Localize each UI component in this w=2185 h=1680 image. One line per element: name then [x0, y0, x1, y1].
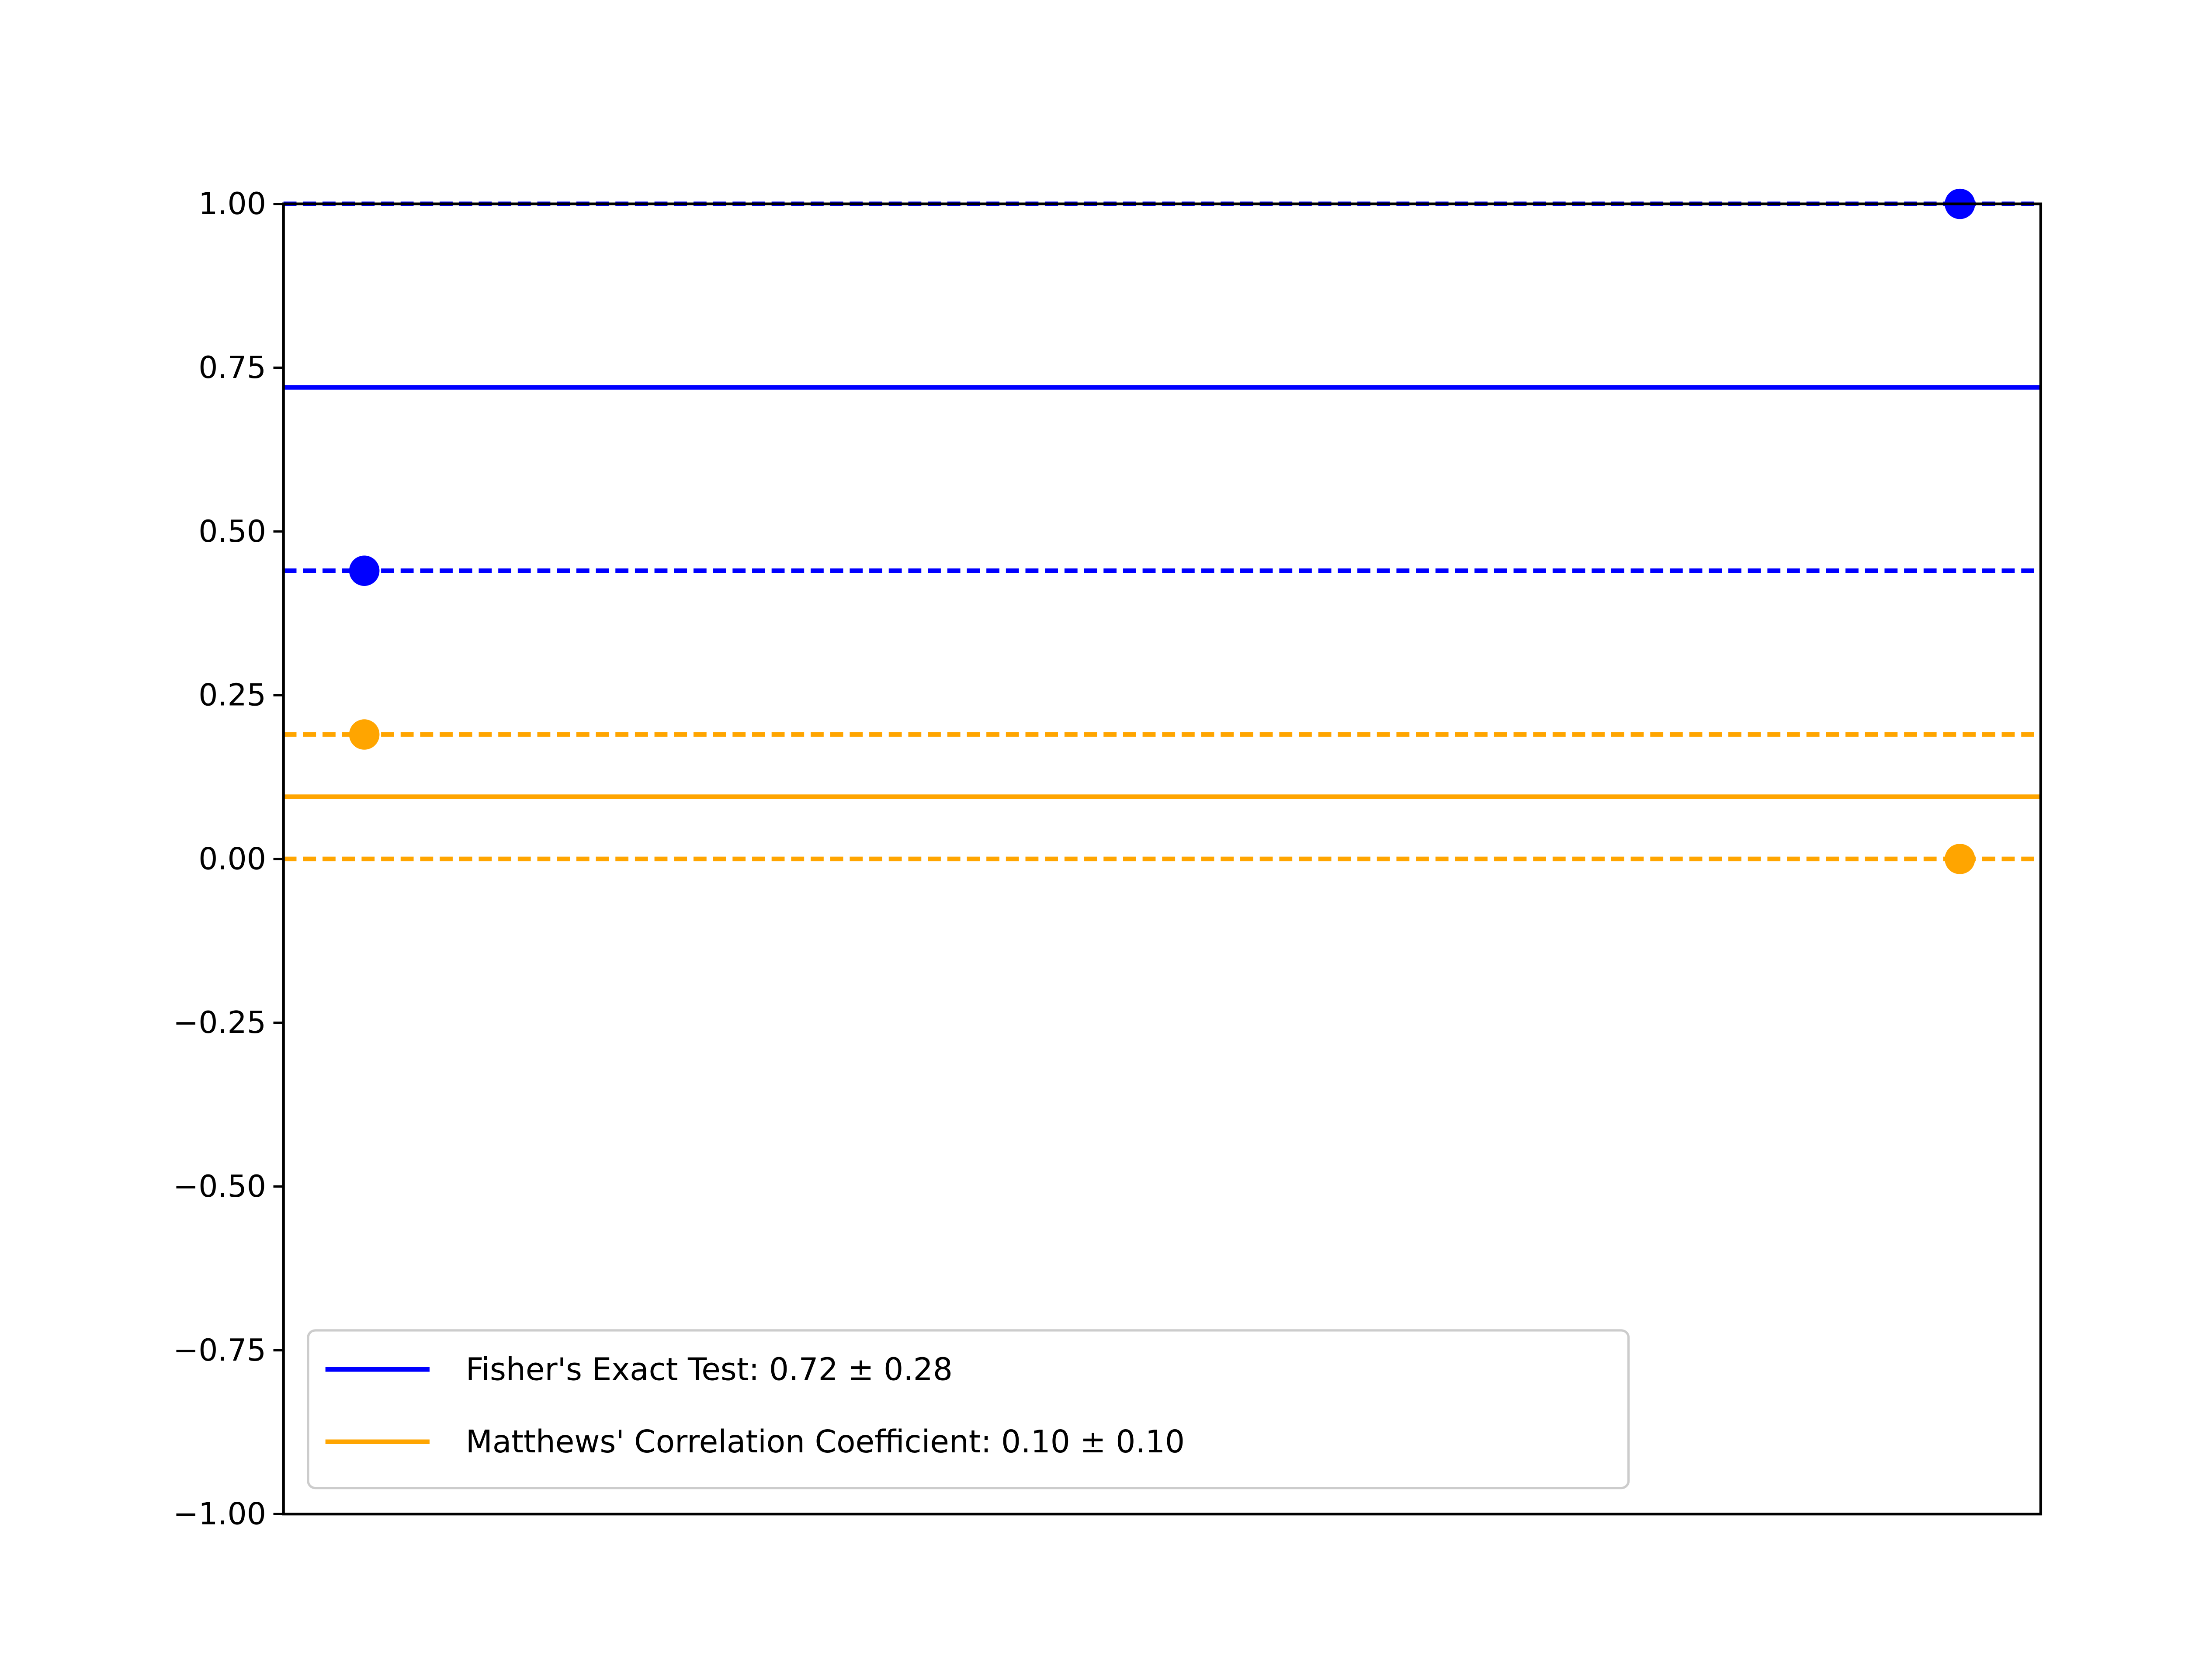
- legend-label-0: Fisher's Exact Test: 0.72 ± 0.28: [466, 1351, 953, 1388]
- y-tick-label-2: 0.50: [198, 514, 266, 549]
- series-1: [283, 719, 2041, 874]
- y-tick-label-3: 0.25: [198, 678, 266, 713]
- series-1-point-0: [349, 719, 380, 750]
- y-tick-label-7: −0.75: [173, 1333, 266, 1368]
- y-tick-label-8: −1.00: [173, 1496, 266, 1532]
- series-0-point-0: [349, 555, 380, 586]
- y-tick-label-5: −0.25: [173, 1005, 266, 1040]
- y-tick-label-6: −0.50: [173, 1169, 266, 1204]
- legend-box: [307, 1329, 1630, 1489]
- axes: 1.00 0.75 0.50 0.25 0.00 −0.25 −0.50 −0.75 −1.00: [173, 186, 2043, 1532]
- y-tick-label-4: 0.00: [198, 841, 266, 876]
- legend-entry-1: Matthews' Correlation Coefficient: 0.10 …: [325, 1424, 1185, 1460]
- legend-label-1: Matthews' Correlation Coefficient: 0.10 …: [466, 1424, 1185, 1460]
- legend: Fisher's Exact Test: 0.72 ± 0.28 Matthews…: [307, 1329, 1630, 1489]
- legend-entry-0: Fisher's Exact Test: 0.72 ± 0.28: [325, 1351, 953, 1388]
- series-1-point-1: [1945, 844, 1975, 874]
- y-tick-label-1: 0.75: [198, 350, 266, 385]
- y-tick-label-0: 1.00: [198, 186, 266, 222]
